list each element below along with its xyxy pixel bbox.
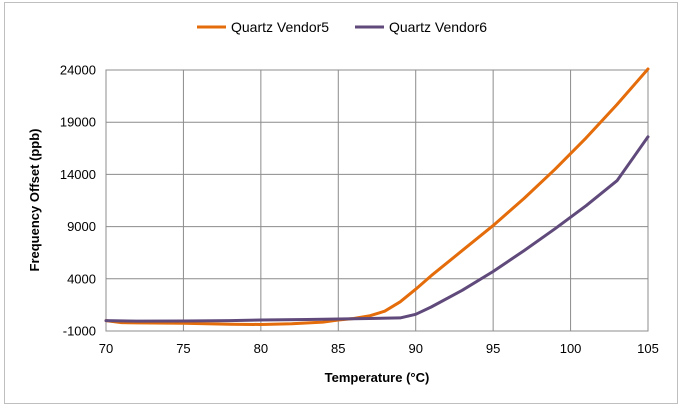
x-axis-title: Temperature (°C): [325, 370, 430, 385]
y-axis-title: Frequency Offset (ppb): [27, 128, 42, 271]
y-axis-ticks: -1000 4000 9000 14000 19000 24000: [60, 63, 96, 339]
x-tick-label: 70: [99, 341, 113, 356]
x-tick-label: 85: [331, 341, 345, 356]
x-tick-label: 105: [637, 341, 659, 356]
x-axis-ticks: 70 75 80 85 90 95 100 105: [99, 341, 659, 356]
legend-label-2: Quartz Vendor6: [389, 19, 487, 35]
y-tick-label: 14000: [60, 167, 96, 182]
x-tick-label: 95: [486, 341, 500, 356]
chart-frame: 70 75 80 85 90 95 100 105 -1000 4000 9000 14000 190…: [4, 2, 678, 404]
y-tick-label: -1000: [63, 324, 96, 339]
x-tick-label: 100: [560, 341, 582, 356]
x-tick-label: 80: [254, 341, 268, 356]
y-tick-label: 4000: [67, 271, 96, 286]
series-lines: [104, 67, 650, 326]
y-tick-label: 19000: [60, 115, 96, 130]
line-chart: 70 75 80 85 90 95 100 105 -1000 4000 9000 14000 190…: [27, 19, 659, 385]
x-tick-label: 75: [176, 341, 190, 356]
y-tick-label: 9000: [67, 219, 96, 234]
y-tick-label: 24000: [60, 63, 96, 78]
grid-lines: [105, 69, 649, 332]
legend: Quartz Vendor5 Quartz Vendor6: [197, 19, 487, 35]
series-line-2: [104, 135, 650, 323]
legend-label-1: Quartz Vendor5: [231, 19, 329, 35]
plot-area: [105, 69, 649, 332]
x-tick-label: 90: [408, 341, 422, 356]
series-line-1: [104, 67, 650, 326]
